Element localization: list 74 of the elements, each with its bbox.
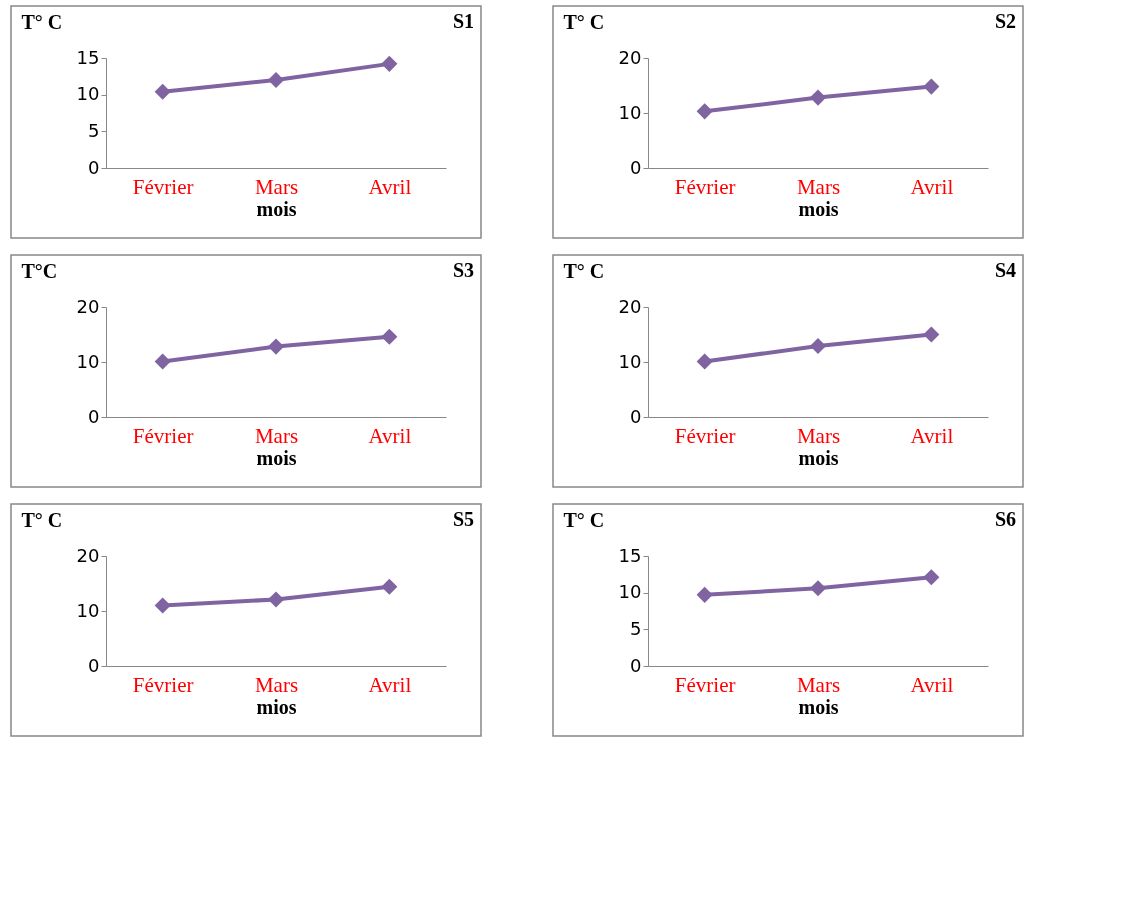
x-tick-label: Avril — [368, 174, 412, 199]
point — [154, 353, 171, 370]
y-tick-label: 20 — [76, 295, 100, 317]
y-tick-label: 10 — [618, 101, 642, 123]
y-tick-label: 10 — [76, 350, 100, 372]
x-tick-label: Février — [674, 174, 736, 199]
point — [381, 578, 398, 595]
x-tick-label: Mars — [254, 672, 299, 697]
y-tick-label: 0 — [88, 405, 100, 427]
x-tick-label: Mars — [254, 174, 299, 199]
x-tick-label: Février — [132, 174, 194, 199]
y-axis-title: T°C — [21, 259, 58, 282]
y-axis-title: T° C — [21, 10, 63, 33]
point — [809, 580, 827, 597]
y-tick-label: 10 — [618, 581, 642, 603]
y-axis-title: T° C — [21, 508, 63, 531]
x-tick-label: Avril — [910, 174, 954, 199]
x-tick-label: Février — [132, 423, 194, 448]
point — [154, 83, 171, 100]
x-axis-title: mois — [256, 197, 297, 220]
x-tick-label: Février — [674, 423, 736, 448]
x-tick-label: Mars — [796, 423, 841, 448]
y-tick-label: 10 — [76, 83, 100, 105]
y-tick-label: 5 — [630, 617, 642, 639]
x-axis-title: mois — [798, 446, 839, 469]
y-tick-label: 20 — [618, 295, 642, 317]
point — [696, 586, 713, 603]
chart-title: S6 — [994, 508, 1016, 530]
point — [696, 353, 713, 370]
x-axis-title: mois — [256, 446, 297, 469]
x-tick-label: Avril — [910, 672, 954, 697]
point — [381, 55, 398, 72]
point — [696, 103, 713, 120]
point — [154, 597, 171, 614]
y-tick-label: 20 — [618, 46, 642, 68]
chart-title: S5 — [452, 508, 474, 530]
point — [923, 326, 940, 343]
y-axis-title: T° C — [563, 259, 605, 282]
point — [267, 71, 285, 89]
x-tick-label: Mars — [796, 174, 841, 199]
y-tick-label: 0 — [88, 156, 100, 178]
point — [381, 328, 398, 345]
chart-title: S4 — [994, 259, 1016, 281]
point — [923, 569, 940, 586]
y-tick-label: 20 — [76, 544, 100, 566]
y-tick-label: 15 — [618, 544, 642, 566]
point — [923, 78, 940, 95]
y-axis-title: T° C — [563, 10, 605, 33]
x-tick-label: Avril — [368, 423, 412, 448]
y-tick-label: 5 — [88, 119, 100, 141]
y-tick-label: 10 — [618, 350, 642, 372]
x-tick-label: Avril — [910, 423, 954, 448]
chart-title: S3 — [452, 259, 474, 281]
y-tick-label: 0 — [88, 654, 100, 676]
x-axis-title: mois — [798, 197, 839, 220]
x-tick-label: Avril — [368, 672, 412, 697]
y-tick-label: 0 — [630, 405, 642, 427]
y-tick-label: 0 — [630, 654, 642, 676]
x-tick-label: Mars — [254, 423, 299, 448]
x-axis-title: mios — [256, 695, 297, 718]
chart-title: S1 — [452, 10, 474, 32]
y-tick-label: 0 — [630, 156, 642, 178]
y-tick-label: 10 — [76, 599, 100, 621]
point — [809, 89, 827, 106]
chart-title: S2 — [994, 10, 1016, 32]
x-tick-label: Mars — [796, 672, 841, 697]
x-tick-label: Février — [132, 672, 194, 697]
point — [267, 338, 285, 355]
y-axis-title: T° C — [563, 508, 605, 531]
y-tick-label: 15 — [76, 46, 100, 68]
point — [267, 591, 285, 608]
x-axis-title: mois — [798, 695, 839, 718]
x-tick-label: Février — [674, 672, 736, 697]
point — [809, 337, 827, 355]
